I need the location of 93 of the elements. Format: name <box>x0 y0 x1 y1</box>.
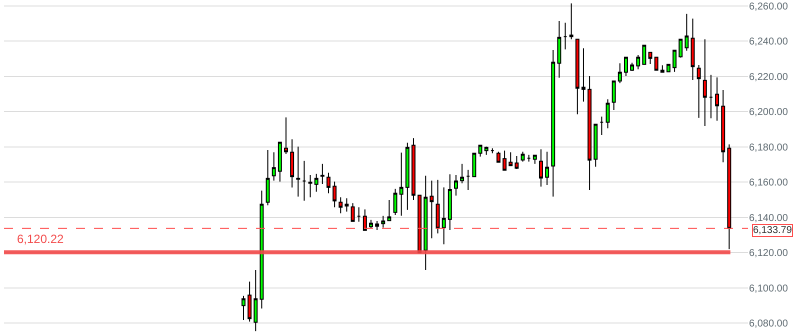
candlestick <box>418 194 422 254</box>
candlestick <box>356 206 361 222</box>
candlestick <box>496 151 500 163</box>
candlestick <box>588 75 592 190</box>
candlestick <box>538 148 543 188</box>
candlestick <box>684 13 689 52</box>
candlestick <box>715 76 720 122</box>
candlestick <box>721 90 726 163</box>
candlestick <box>442 186 446 245</box>
candlestick <box>375 220 380 230</box>
y-tick-label: 6,140.00 <box>749 212 788 224</box>
candlestick <box>284 116 288 155</box>
candlestick <box>526 154 531 162</box>
candlestick <box>369 219 373 229</box>
candlestick <box>600 116 604 136</box>
candlestick <box>618 62 622 84</box>
candlestick <box>520 151 525 162</box>
candlestick <box>399 152 404 216</box>
candlestick <box>393 188 398 216</box>
y-tick-label: 6,220.00 <box>749 72 788 83</box>
y-tick-label: 6,080.00 <box>749 318 788 330</box>
candlestick <box>702 38 707 126</box>
candlestick <box>690 18 695 80</box>
candlestick <box>678 38 683 58</box>
candlestick <box>338 196 343 214</box>
candlestick <box>696 64 701 118</box>
candlestick <box>344 198 349 212</box>
candlestick <box>545 151 550 186</box>
y-tick-label: 6,160.00 <box>749 178 788 189</box>
candlestick <box>466 169 470 190</box>
candlestick <box>254 269 258 332</box>
candlestick <box>472 152 476 178</box>
candlestick <box>727 144 732 250</box>
candlestick <box>430 180 434 239</box>
candlestick <box>502 150 507 171</box>
candlestick <box>630 62 634 72</box>
candlestick <box>575 38 580 115</box>
candlestick <box>290 138 294 188</box>
candlestick <box>460 163 464 184</box>
candlestick <box>454 174 458 196</box>
candlestick <box>302 160 306 202</box>
candlestick <box>490 148 494 154</box>
candlestick <box>563 22 568 50</box>
ref-line-label: 6,120.22 <box>17 232 64 246</box>
candlestick <box>666 64 670 73</box>
candlestick <box>636 54 640 70</box>
candlestick <box>326 172 330 194</box>
candlestick <box>308 174 312 198</box>
y-tick-label: 6,120.00 <box>749 248 788 260</box>
candlestick <box>362 208 367 232</box>
candlestick <box>248 281 252 322</box>
candlestick <box>581 48 586 102</box>
candlestick <box>314 173 318 192</box>
y-tick-label: 6,260.00 <box>749 1 788 12</box>
candlestick <box>648 52 652 64</box>
candlestick <box>412 138 416 201</box>
candlestick <box>642 44 646 65</box>
candlestick <box>296 146 300 198</box>
candlestick <box>381 215 386 228</box>
candlestick <box>405 142 410 210</box>
candlestick <box>612 80 616 110</box>
candlestick <box>569 2 574 40</box>
candlestick <box>260 190 264 310</box>
candlestick <box>508 152 513 166</box>
candlestick <box>532 154 537 164</box>
candlestick <box>278 141 282 182</box>
candlestick <box>624 56 628 76</box>
candlestick <box>606 98 610 129</box>
candlestick <box>448 174 452 230</box>
candlestick <box>387 200 392 222</box>
y-tick-label: 6,100.00 <box>749 283 788 294</box>
candlestick <box>708 74 713 119</box>
candlestick <box>654 56 658 71</box>
candlestick <box>436 179 440 234</box>
candlestick <box>242 295 246 321</box>
candlestick <box>514 155 519 170</box>
candlestick <box>320 163 324 184</box>
ref-line-label: 6,133.79 <box>753 225 792 236</box>
y-tick-label: 6,200.00 <box>749 107 788 118</box>
candlestick <box>424 175 428 270</box>
candlestick <box>551 50 556 198</box>
y-tick-label: 6,180.00 <box>749 142 788 154</box>
candlestick <box>272 152 276 182</box>
candlestick <box>266 149 270 206</box>
candlestick <box>660 64 664 73</box>
candlestick <box>332 181 337 208</box>
candlestick <box>484 146 488 156</box>
candlestick <box>478 144 482 158</box>
candlestick <box>594 124 598 168</box>
y-tick-label: 6,240.00 <box>749 36 788 48</box>
candlestick <box>672 50 677 72</box>
candlestick <box>350 202 355 222</box>
candlestick <box>557 20 562 78</box>
